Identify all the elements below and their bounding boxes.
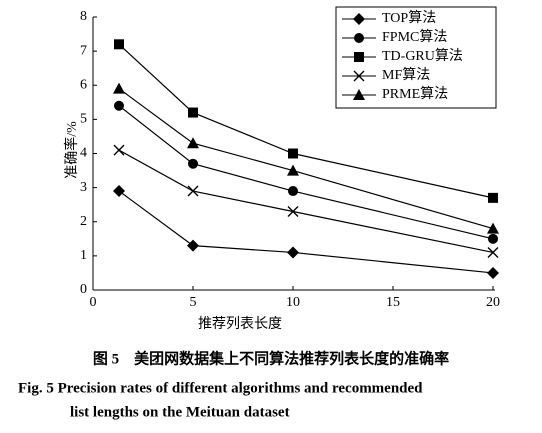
data-point xyxy=(113,185,125,198)
y-tick-label: 0 xyxy=(80,282,87,297)
y-tick-label: 5 xyxy=(80,112,87,127)
y-tick-label: 7 xyxy=(80,43,87,58)
y-tick-label: 3 xyxy=(80,180,87,195)
data-point xyxy=(287,206,299,218)
legend-label: TOP算法 xyxy=(382,10,436,26)
x-axis-label: 推荐列表长度 xyxy=(198,316,282,332)
series-line xyxy=(118,190,494,274)
x-tick-label: 15 xyxy=(386,295,400,310)
data-point xyxy=(487,246,499,258)
legend-label: FPMC算法 xyxy=(382,29,447,45)
legend-marker xyxy=(353,89,365,100)
legend-marker xyxy=(353,70,365,82)
data-point xyxy=(287,246,299,259)
legend-marker xyxy=(353,13,365,25)
series-line xyxy=(118,43,494,199)
legend-label: MF算法 xyxy=(382,67,430,83)
y-tick-label: 6 xyxy=(80,77,87,92)
data-point xyxy=(488,233,498,244)
caption-en: Fig. 5 Precision rates of different algo… xyxy=(18,380,423,396)
data-point xyxy=(113,144,125,156)
data-point xyxy=(113,82,125,94)
data-point xyxy=(187,239,199,252)
legend-label: PRME算法 xyxy=(382,86,448,102)
data-point xyxy=(114,39,124,50)
series-line xyxy=(118,88,494,230)
legend-marker xyxy=(354,33,364,43)
legend-label: TD-GRU算法 xyxy=(382,48,463,64)
data-point xyxy=(187,185,199,197)
data-point xyxy=(487,266,499,279)
y-tick-label: 2 xyxy=(80,214,87,229)
y-tick-label: 8 xyxy=(80,9,87,24)
y-tick-label: 1 xyxy=(80,248,87,263)
data-point xyxy=(188,158,198,169)
caption-cn: 图 5 美团网数据集上不同算法推荐列表长度的准确率 xyxy=(93,349,449,367)
series-line xyxy=(118,105,494,240)
data-point xyxy=(288,148,298,159)
caption-en: list lengths on the Meituan dataset xyxy=(70,404,290,420)
data-point xyxy=(287,164,299,176)
x-tick-label: 20 xyxy=(486,295,500,310)
data-point xyxy=(487,222,499,234)
y-axis-label: 准确率/% xyxy=(63,121,80,179)
data-point xyxy=(114,100,124,111)
series-line xyxy=(118,149,494,254)
y-tick-label: 4 xyxy=(80,146,87,161)
data-point xyxy=(187,137,199,149)
data-point xyxy=(288,186,298,197)
x-tick-label: 0 xyxy=(90,295,97,310)
x-tick-label: 10 xyxy=(286,295,300,310)
data-point xyxy=(188,107,198,118)
legend-marker xyxy=(354,52,364,62)
data-point xyxy=(488,192,498,203)
x-tick-label: 5 xyxy=(190,295,197,310)
